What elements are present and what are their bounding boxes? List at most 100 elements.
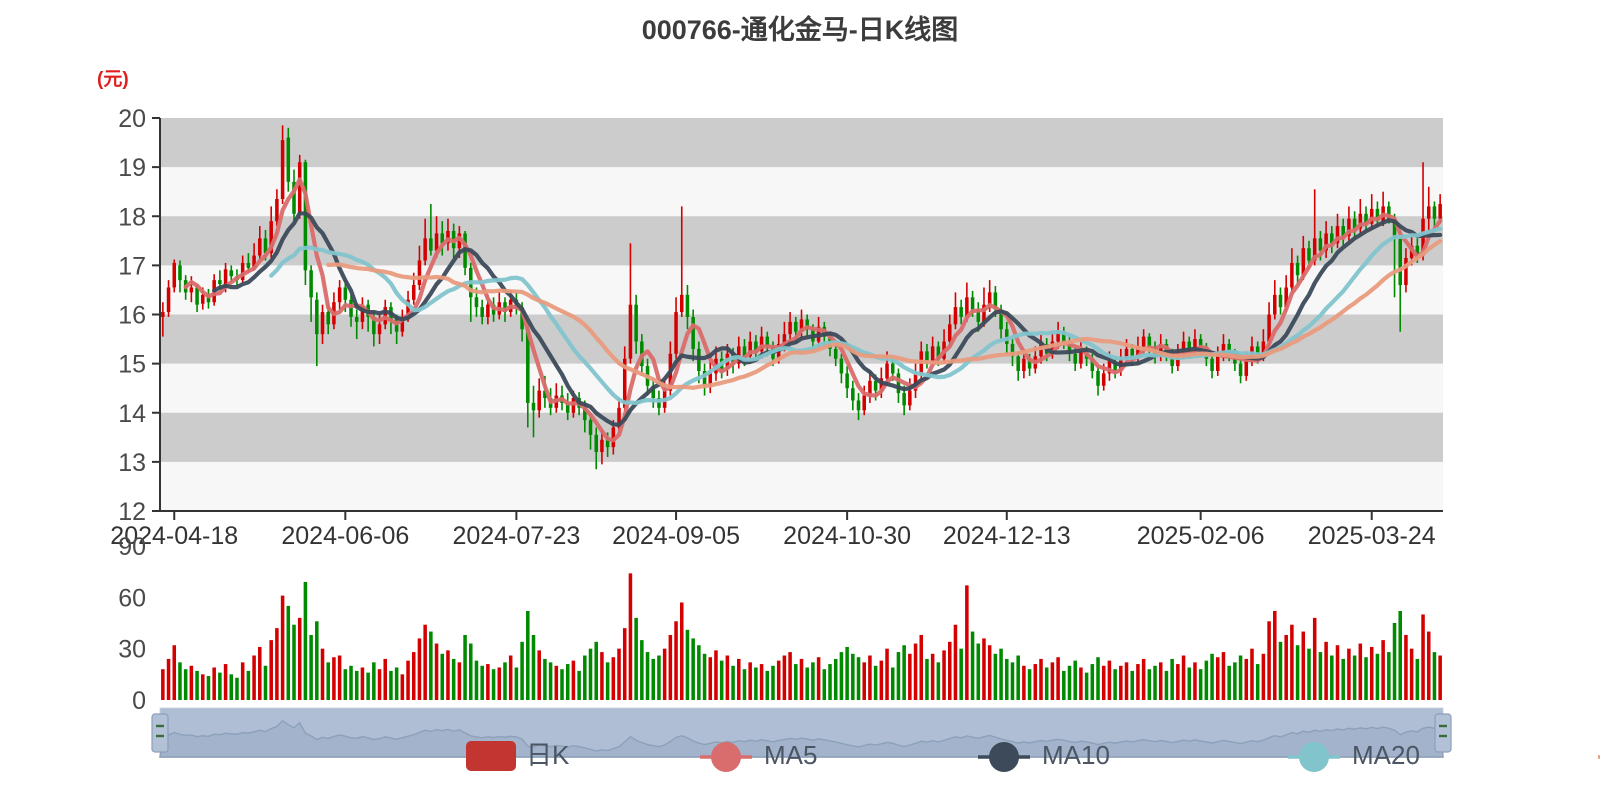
volume-bar[interactable]: [982, 638, 986, 700]
volume-bar[interactable]: [839, 652, 844, 700]
candle-body[interactable]: [794, 321, 798, 332]
volume-bar[interactable]: [161, 669, 165, 700]
candle-body[interactable]: [434, 233, 439, 251]
candle-body[interactable]: [890, 363, 895, 374]
candle-body[interactable]: [691, 316, 695, 349]
candle-body[interactable]: [172, 262, 177, 288]
candle-body[interactable]: [765, 336, 770, 347]
candle-body[interactable]: [1187, 341, 1192, 352]
candle-body[interactable]: [1090, 358, 1095, 371]
volume-bar[interactable]: [366, 672, 370, 700]
candle-body[interactable]: [1438, 203, 1442, 219]
volume-bar[interactable]: [1096, 657, 1100, 700]
volume-bar[interactable]: [987, 645, 992, 700]
candle-body[interactable]: [1198, 339, 1203, 349]
volume-bar[interactable]: [833, 658, 838, 700]
candle-body[interactable]: [1005, 329, 1009, 344]
volume-bar[interactable]: [936, 662, 941, 700]
volume-bar[interactable]: [1039, 658, 1043, 700]
candle-body[interactable]: [429, 238, 433, 251]
candle-body[interactable]: [354, 316, 359, 322]
candle-body[interactable]: [292, 181, 296, 214]
candle-body[interactable]: [1255, 346, 1260, 357]
candle-body[interactable]: [252, 255, 256, 268]
candle-body[interactable]: [851, 388, 855, 401]
candle-body[interactable]: [258, 238, 262, 256]
candle-body[interactable]: [634, 304, 638, 342]
volume-bar[interactable]: [1369, 646, 1374, 700]
candle-body[interactable]: [200, 294, 205, 304]
volume-bar[interactable]: [389, 670, 393, 700]
volume-bar[interactable]: [166, 658, 171, 700]
volume-bar[interactable]: [1273, 611, 1277, 700]
candle-body[interactable]: [1318, 238, 1323, 251]
volume-bar[interactable]: [1210, 653, 1214, 700]
volume-bar[interactable]: [885, 648, 889, 700]
candle-body[interactable]: [742, 346, 747, 357]
volume-bar[interactable]: [1147, 669, 1152, 700]
volume-bar[interactable]: [1330, 655, 1334, 700]
candle-body[interactable]: [1062, 331, 1066, 342]
volume-bar[interactable]: [611, 657, 616, 700]
candle-body[interactable]: [520, 307, 524, 330]
candle-body[interactable]: [480, 307, 484, 317]
volume-series[interactable]: [161, 573, 1442, 700]
volume-bar[interactable]: [1415, 658, 1420, 700]
candle-body[interactable]: [617, 407, 621, 428]
volume-bar[interactable]: [1375, 653, 1380, 700]
volume-bar[interactable]: [275, 628, 279, 700]
volume-bar[interactable]: [1341, 658, 1345, 700]
candle-body[interactable]: [1124, 348, 1129, 359]
candle-body[interactable]: [1352, 218, 1357, 229]
volume-bar[interactable]: [1084, 672, 1089, 700]
volume-bar[interactable]: [1255, 664, 1260, 700]
candle-body[interactable]: [223, 269, 228, 286]
volume-bar[interactable]: [1044, 667, 1049, 700]
candle-body[interactable]: [1141, 336, 1146, 347]
candle-body[interactable]: [377, 324, 382, 335]
volume-bar[interactable]: [1005, 658, 1009, 700]
volume-bar[interactable]: [634, 617, 638, 700]
volume-bar[interactable]: [805, 667, 809, 700]
candle-body[interactable]: [297, 162, 302, 214]
candle-body[interactable]: [885, 363, 889, 379]
candle-body[interactable]: [1392, 218, 1397, 239]
volume-bar[interactable]: [765, 670, 770, 700]
volume-bar[interactable]: [1153, 665, 1157, 700]
candle-body[interactable]: [372, 316, 376, 335]
volume-bar[interactable]: [178, 662, 182, 700]
candle-body[interactable]: [947, 324, 952, 342]
volume-bar[interactable]: [258, 646, 262, 700]
volume-bar[interactable]: [1033, 664, 1038, 700]
candle-body[interactable]: [873, 380, 878, 391]
volume-bar[interactable]: [1381, 640, 1385, 700]
volume-bar[interactable]: [315, 621, 319, 700]
volume-bar[interactable]: [1141, 658, 1146, 700]
candle-body[interactable]: [275, 199, 279, 222]
volume-bar[interactable]: [1238, 655, 1243, 700]
legend-item-MA10[interactable]: MA10: [978, 740, 1110, 772]
candle-body[interactable]: [674, 312, 678, 354]
volume-bar[interactable]: [1409, 648, 1414, 700]
candle-body[interactable]: [862, 395, 866, 411]
candle-body[interactable]: [1107, 361, 1112, 374]
volume-bar[interactable]: [411, 652, 416, 700]
volume-bar[interactable]: [822, 669, 827, 700]
volume-bar[interactable]: [725, 655, 730, 700]
datazoom-handle-left[interactable]: [151, 713, 169, 753]
candle-body[interactable]: [959, 307, 963, 317]
volume-bar[interactable]: [993, 653, 998, 700]
candle-body[interactable]: [1096, 370, 1100, 386]
volume-bar[interactable]: [417, 638, 422, 700]
candle-body[interactable]: [1181, 341, 1186, 354]
candle-body[interactable]: [1290, 262, 1294, 288]
candle-body[interactable]: [868, 380, 872, 396]
volume-bar[interactable]: [252, 655, 256, 700]
volume-bar[interactable]: [451, 658, 456, 700]
candle-body[interactable]: [1073, 353, 1077, 364]
candle-body[interactable]: [1130, 348, 1134, 359]
volume-bar[interactable]: [463, 634, 467, 700]
volume-bar[interactable]: [1426, 631, 1431, 700]
candle-body[interactable]: [1375, 208, 1380, 222]
